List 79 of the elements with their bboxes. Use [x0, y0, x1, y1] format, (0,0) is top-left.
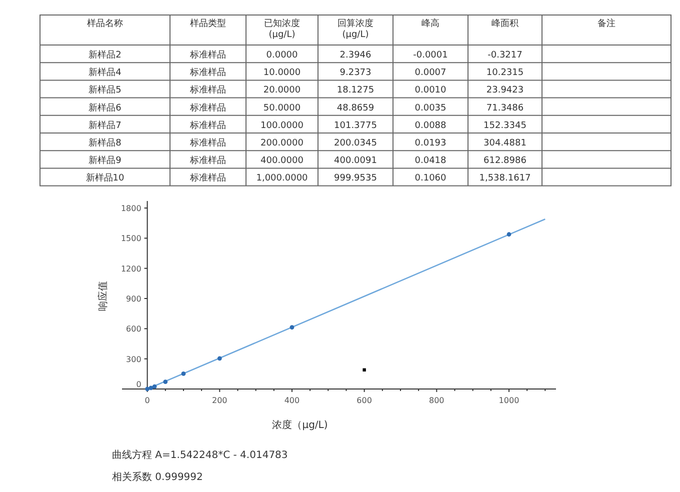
text: 101.3775: [334, 120, 377, 131]
text: 400.0091: [334, 156, 377, 166]
text: 新样品5: [88, 84, 122, 96]
text: 标准样品: [189, 138, 226, 148]
text: 200.0000: [260, 138, 304, 148]
category-label: 已知浓度 (μg/L): [264, 18, 300, 40]
category-label: 回算浓度 (μg/L): [338, 18, 374, 40]
text: 新样品4: [88, 67, 122, 78]
text: 48.8659: [336, 103, 374, 114]
text: 标准样品: [189, 102, 226, 114]
point: [362, 368, 366, 372]
point: [506, 232, 512, 237]
point: [217, 356, 222, 361]
point: [290, 325, 294, 330]
text: 0.0193: [414, 138, 446, 148]
y-tick-label: 600: [126, 324, 142, 334]
text: 612.8986: [484, 156, 527, 166]
x-tick-label: 400: [284, 396, 300, 405]
text: 标准样品: [189, 84, 226, 96]
text: 2.3946: [340, 50, 372, 60]
x-tick-label: 600: [356, 396, 372, 405]
y-axis-title: 响应值: [97, 281, 109, 311]
text: 0.1060: [414, 174, 447, 184]
text: 标准样品: [189, 50, 226, 60]
text: 新样品10: [86, 172, 124, 184]
x-tick-label: 0: [144, 396, 150, 405]
x-tick-label: 800: [429, 396, 444, 405]
text: 999.9535: [334, 174, 377, 184]
category-label: 样品名称: [87, 18, 123, 29]
text: 1,000.0000: [256, 174, 308, 184]
point: [163, 380, 168, 384]
text: 新样品7: [88, 120, 122, 131]
text: 10.0000: [263, 68, 301, 78]
category-label: 峰高: [422, 18, 440, 29]
y-tick-label: 0: [136, 380, 142, 389]
point: [152, 384, 157, 389]
category-label: 备注: [598, 18, 616, 29]
point: [181, 372, 186, 376]
text: 新样品9: [88, 155, 122, 166]
text: 0.0000: [266, 50, 298, 60]
text: 相关系数 0.999992: [112, 471, 203, 483]
category-label: 峰面积: [492, 18, 518, 29]
text: 0.0418: [414, 156, 447, 166]
text: 20.0000: [263, 86, 301, 96]
text: 曲线方程 A=1.542248*C - 4.014783: [112, 449, 288, 461]
category-label: 样品类型: [190, 18, 226, 29]
y-tick-label: 1500: [120, 234, 142, 244]
y-tick-label: 300: [126, 354, 142, 364]
text: 50.0000: [263, 103, 301, 114]
text: 0.0088: [414, 120, 447, 131]
text: 400.0000: [260, 156, 304, 166]
text: 标准样品: [189, 172, 226, 184]
text: 304.4881: [484, 138, 526, 148]
text: 23.9423: [486, 86, 524, 96]
text: -0.0001: [413, 50, 448, 60]
text: 标准样品: [189, 120, 226, 131]
text: 1,538.1617: [479, 174, 531, 184]
text: -0.3217: [488, 50, 522, 60]
text: 0.0035: [414, 103, 446, 114]
x-axis-title: 浓度（μg/L): [272, 419, 328, 431]
text: 新样品6: [88, 102, 122, 114]
text: 18.1275: [336, 86, 374, 96]
text: 新样品2: [88, 50, 122, 60]
text: 152.3345: [484, 120, 526, 131]
y-tick-label: 900: [126, 294, 142, 304]
text: 标准样品: [189, 155, 226, 166]
text: 9.2373: [340, 68, 372, 78]
text: 新样品8: [88, 138, 122, 148]
y-tick-label: 1200: [120, 264, 142, 274]
text: 100.0000: [260, 120, 304, 131]
x-tick-label: 200: [212, 396, 228, 405]
text: 71.3486: [486, 103, 524, 114]
text: 0.0010: [414, 86, 447, 96]
x-tick-label: 1000: [498, 396, 520, 405]
text: 标准样品: [189, 67, 226, 78]
y-tick-label: 1800: [120, 204, 142, 214]
text: 200.0345: [334, 138, 377, 148]
text: 0.0007: [414, 68, 446, 78]
text: 10.2315: [486, 68, 524, 78]
